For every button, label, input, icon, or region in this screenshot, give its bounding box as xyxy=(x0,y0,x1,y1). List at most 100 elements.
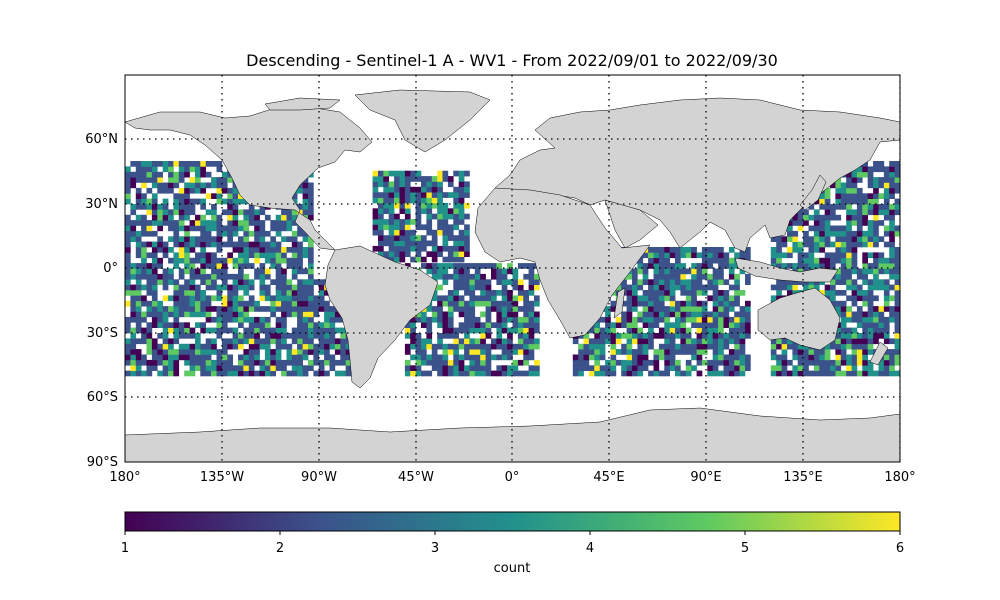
count-cell xyxy=(862,290,868,296)
count-cell xyxy=(632,349,638,355)
count-cell xyxy=(808,354,815,361)
count-cell xyxy=(281,225,287,232)
count-cell xyxy=(302,252,309,259)
count-cell xyxy=(819,193,825,199)
count-cell xyxy=(173,182,180,189)
count-cell xyxy=(130,338,137,345)
count-cell xyxy=(200,263,206,269)
count-cell xyxy=(421,338,427,345)
count-cell xyxy=(846,365,852,371)
count-cell xyxy=(275,316,282,323)
count-cell xyxy=(211,236,217,242)
count-cell xyxy=(291,306,298,312)
count-cell xyxy=(221,225,228,232)
count-cell xyxy=(125,230,131,237)
count-cell xyxy=(302,300,309,307)
count-cell xyxy=(883,284,890,291)
count-cell xyxy=(883,322,890,328)
count-cell xyxy=(404,192,411,198)
count-cell xyxy=(243,209,250,216)
count-cell xyxy=(480,322,486,328)
count-cell xyxy=(168,349,174,355)
count-cell xyxy=(146,241,153,248)
count-cell xyxy=(270,349,276,355)
count-cell xyxy=(125,236,131,242)
count-cell xyxy=(329,306,336,312)
count-cell xyxy=(480,338,486,345)
count-cell xyxy=(189,166,196,173)
count-cell xyxy=(883,290,890,296)
count-cell xyxy=(696,370,703,377)
count-cell xyxy=(146,198,153,205)
count-cell xyxy=(270,247,276,253)
count-cell xyxy=(685,252,692,259)
count-cell xyxy=(776,241,782,248)
count-cell xyxy=(712,268,719,275)
count-cell xyxy=(718,338,724,345)
count-cell xyxy=(394,186,400,193)
count-cell xyxy=(372,219,379,225)
count-cell xyxy=(383,197,389,204)
count-cell xyxy=(707,263,713,269)
count-cell xyxy=(621,322,627,328)
count-cell xyxy=(313,327,320,334)
count-cell xyxy=(437,263,443,269)
count-cell xyxy=(437,186,443,193)
count-cell xyxy=(286,214,293,221)
count-cell xyxy=(621,333,627,339)
count-cell xyxy=(534,365,540,371)
count-cell xyxy=(501,316,508,323)
count-cell xyxy=(227,214,233,221)
count-cell xyxy=(394,192,400,198)
count-cell xyxy=(442,245,449,252)
count-cell xyxy=(496,338,503,345)
count-cell xyxy=(648,295,654,302)
count-cell xyxy=(792,263,799,269)
count-cell xyxy=(485,290,492,296)
count-cell xyxy=(878,279,885,285)
count-cell xyxy=(216,290,223,296)
count-cell xyxy=(399,240,406,247)
count-cell xyxy=(399,235,406,241)
count-cell xyxy=(653,311,660,318)
count-cell xyxy=(399,176,406,182)
count-cell xyxy=(151,257,158,264)
count-cell xyxy=(739,349,746,355)
count-cell xyxy=(216,273,223,280)
count-cell xyxy=(712,349,719,355)
count-cell xyxy=(610,365,617,371)
count-cell xyxy=(189,300,196,307)
count-cell xyxy=(862,198,868,205)
count-cell xyxy=(151,359,158,366)
count-cell xyxy=(658,290,665,296)
count-cell xyxy=(626,306,633,312)
count-cell xyxy=(696,300,703,307)
count-cell xyxy=(135,241,142,248)
count-cell xyxy=(151,247,158,253)
count-cell xyxy=(675,349,681,355)
count-cell xyxy=(712,333,719,339)
count-cell xyxy=(372,181,379,188)
count-cell xyxy=(281,209,287,216)
count-cell xyxy=(712,354,719,361)
count-cell xyxy=(878,193,885,199)
count-cell xyxy=(297,359,303,366)
count-cell xyxy=(458,322,465,328)
count-cell xyxy=(340,338,346,345)
count-cell xyxy=(507,338,513,345)
count-cell xyxy=(588,349,595,355)
count-cell xyxy=(691,349,697,355)
count-cell xyxy=(658,354,665,361)
count-cell xyxy=(259,338,266,345)
count-cell xyxy=(151,290,158,296)
count-cell xyxy=(889,204,895,210)
count-cell xyxy=(840,370,847,377)
count-cell xyxy=(856,311,863,318)
count-cell xyxy=(383,208,389,214)
count-cell xyxy=(873,214,879,221)
count-cell xyxy=(723,322,730,328)
count-cell xyxy=(378,251,384,257)
count-cell xyxy=(889,209,895,216)
count-cell xyxy=(157,161,163,167)
count-cell xyxy=(238,300,244,307)
